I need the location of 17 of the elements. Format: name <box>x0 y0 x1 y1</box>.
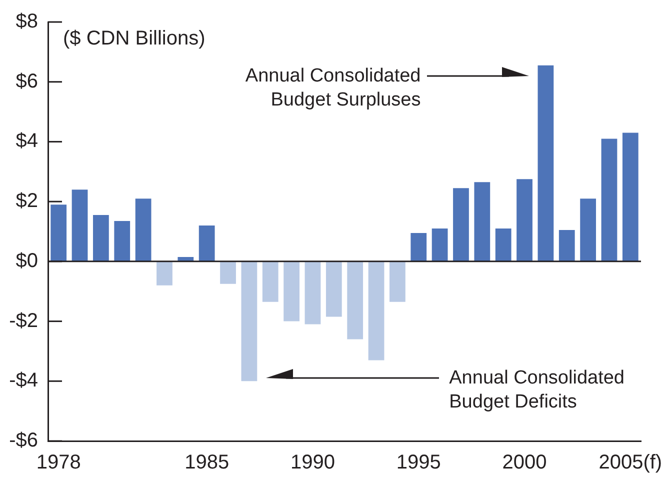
x-tick-label: 1990 <box>290 452 335 474</box>
y-tick-label: $0 <box>16 250 38 272</box>
x-tick-label: 1978 <box>36 452 81 474</box>
x-tick-label: 2005(f) <box>598 452 662 474</box>
y-tick-label: $8 <box>16 10 38 33</box>
x-tick-label: 1995 <box>396 452 441 474</box>
x-tick-label: 2000 <box>502 452 547 474</box>
annotation: Annual Consolidated Budget Deficits <box>449 367 624 412</box>
y-axis-title: ($ CDN Billions) <box>63 28 206 50</box>
y-tick-label: $2 <box>16 190 38 212</box>
y-tick-label: -$2 <box>9 310 38 332</box>
y-tick-label: $4 <box>16 130 38 152</box>
annotation: Annual Consolidated Budget Surpluses <box>245 65 421 110</box>
y-tick-label: -$4 <box>9 370 38 392</box>
x-tick-label: 1985 <box>184 452 230 474</box>
y-tick-label: -$6 <box>9 430 38 452</box>
y-tick-label: $6 <box>16 70 38 92</box>
